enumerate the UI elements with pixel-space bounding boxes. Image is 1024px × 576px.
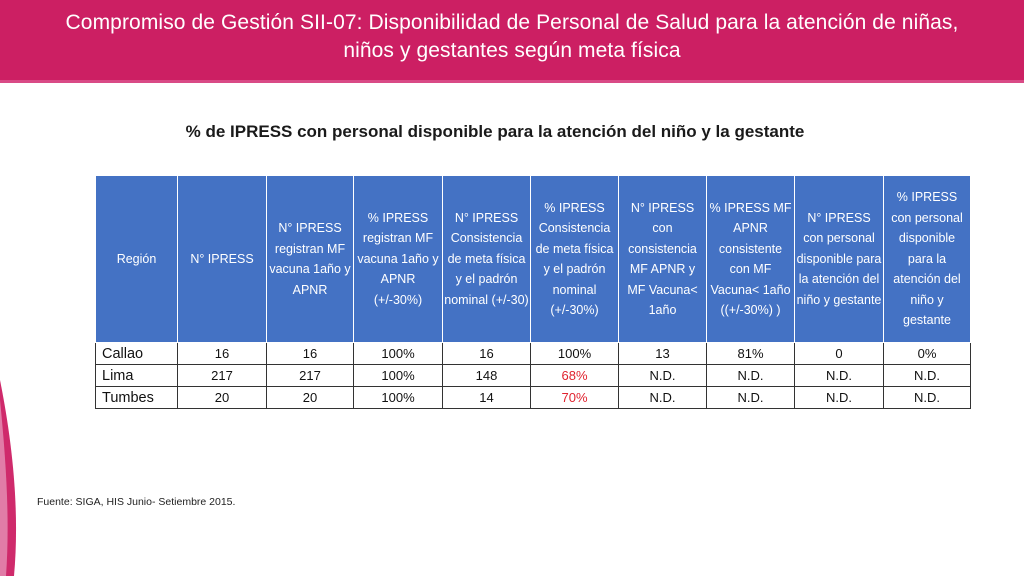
table-cell: 100% — [353, 386, 443, 409]
table-cell: 81% — [706, 342, 795, 365]
table-cell: 217 — [177, 364, 267, 387]
table-cell: 100% — [353, 364, 443, 387]
table-cell: 16 — [177, 342, 267, 365]
table-cell: 20 — [266, 386, 354, 409]
header-n-consistencia-apnr: N° IPRESS con consistencia MF APNR y MF … — [618, 175, 707, 343]
table-cell: 100% — [530, 342, 619, 365]
page-title-line-2: niños y gestantes según meta física — [343, 39, 681, 62]
table-cell: 0 — [794, 342, 884, 365]
table-cell: 217 — [266, 364, 354, 387]
table-cell-highlighted: 68% — [530, 364, 619, 387]
header-pct-consistencia: % IPRESS Consistencia de meta física y e… — [530, 175, 619, 343]
table-cell: N.D. — [618, 364, 707, 387]
header-region: Región — [95, 175, 178, 343]
ipress-table: Región N° IPRESS N° IPRESS registran MF … — [95, 175, 971, 409]
table-cell: N.D. — [706, 364, 795, 387]
table-cell: N.D. — [794, 364, 884, 387]
table-cell: 14 — [442, 386, 531, 409]
table-cell: 0% — [883, 342, 971, 365]
table-row: Callao 16 16 100% 16 100% 13 81% 0 0% — [95, 342, 971, 365]
table-cell: 20 — [177, 386, 267, 409]
table-cell: N.D. — [883, 364, 971, 387]
table-row: Lima 217 217 100% 148 68% N.D. N.D. N.D.… — [95, 364, 971, 387]
table-header-row: Región N° IPRESS N° IPRESS registran MF … — [95, 175, 971, 343]
table-cell: N.D. — [706, 386, 795, 409]
title-banner: Compromiso de Gestión SII-07: Disponibil… — [0, 0, 1024, 80]
table-cell: 13 — [618, 342, 707, 365]
header-n-consistencia: N° IPRESS Consistencia de meta física y … — [442, 175, 531, 343]
table-cell: N.D. — [883, 386, 971, 409]
decorative-swoosh — [0, 380, 17, 576]
table-cell: N.D. — [794, 386, 884, 409]
page-title-line-1: Compromiso de Gestión SII-07: Disponibil… — [65, 11, 959, 34]
banner-divider — [0, 80, 1024, 83]
table-cell: 16 — [266, 342, 354, 365]
source-note: Fuente: SIGA, HIS Junio- Setiembre 2015. — [37, 496, 236, 508]
header-pct-apnr: % IPRESS MF APNR consistente con MF Vacu… — [706, 175, 795, 343]
table-row: Tumbes 20 20 100% 14 70% N.D. N.D. N.D. … — [95, 386, 971, 409]
table-cell: 148 — [442, 364, 531, 387]
header-pct-registran: % IPRESS registran MF vacuna 1año y APNR… — [353, 175, 443, 343]
table-cell: 100% — [353, 342, 443, 365]
table-cell-highlighted: 70% — [530, 386, 619, 409]
cell-region: Callao — [95, 342, 178, 365]
header-pct-personal: % IPRESS con personal disponible para la… — [883, 175, 971, 343]
table-caption: % de IPRESS con personal disponible para… — [185, 122, 805, 141]
header-n-registran: N° IPRESS registran MF vacuna 1año y APN… — [266, 175, 354, 343]
cell-region: Tumbes — [95, 386, 178, 409]
header-n-personal: N° IPRESS con personal disponible para l… — [794, 175, 884, 343]
table-cell: 16 — [442, 342, 531, 365]
table-cell: N.D. — [618, 386, 707, 409]
header-n-ipress: N° IPRESS — [177, 175, 267, 343]
cell-region: Lima — [95, 364, 178, 387]
